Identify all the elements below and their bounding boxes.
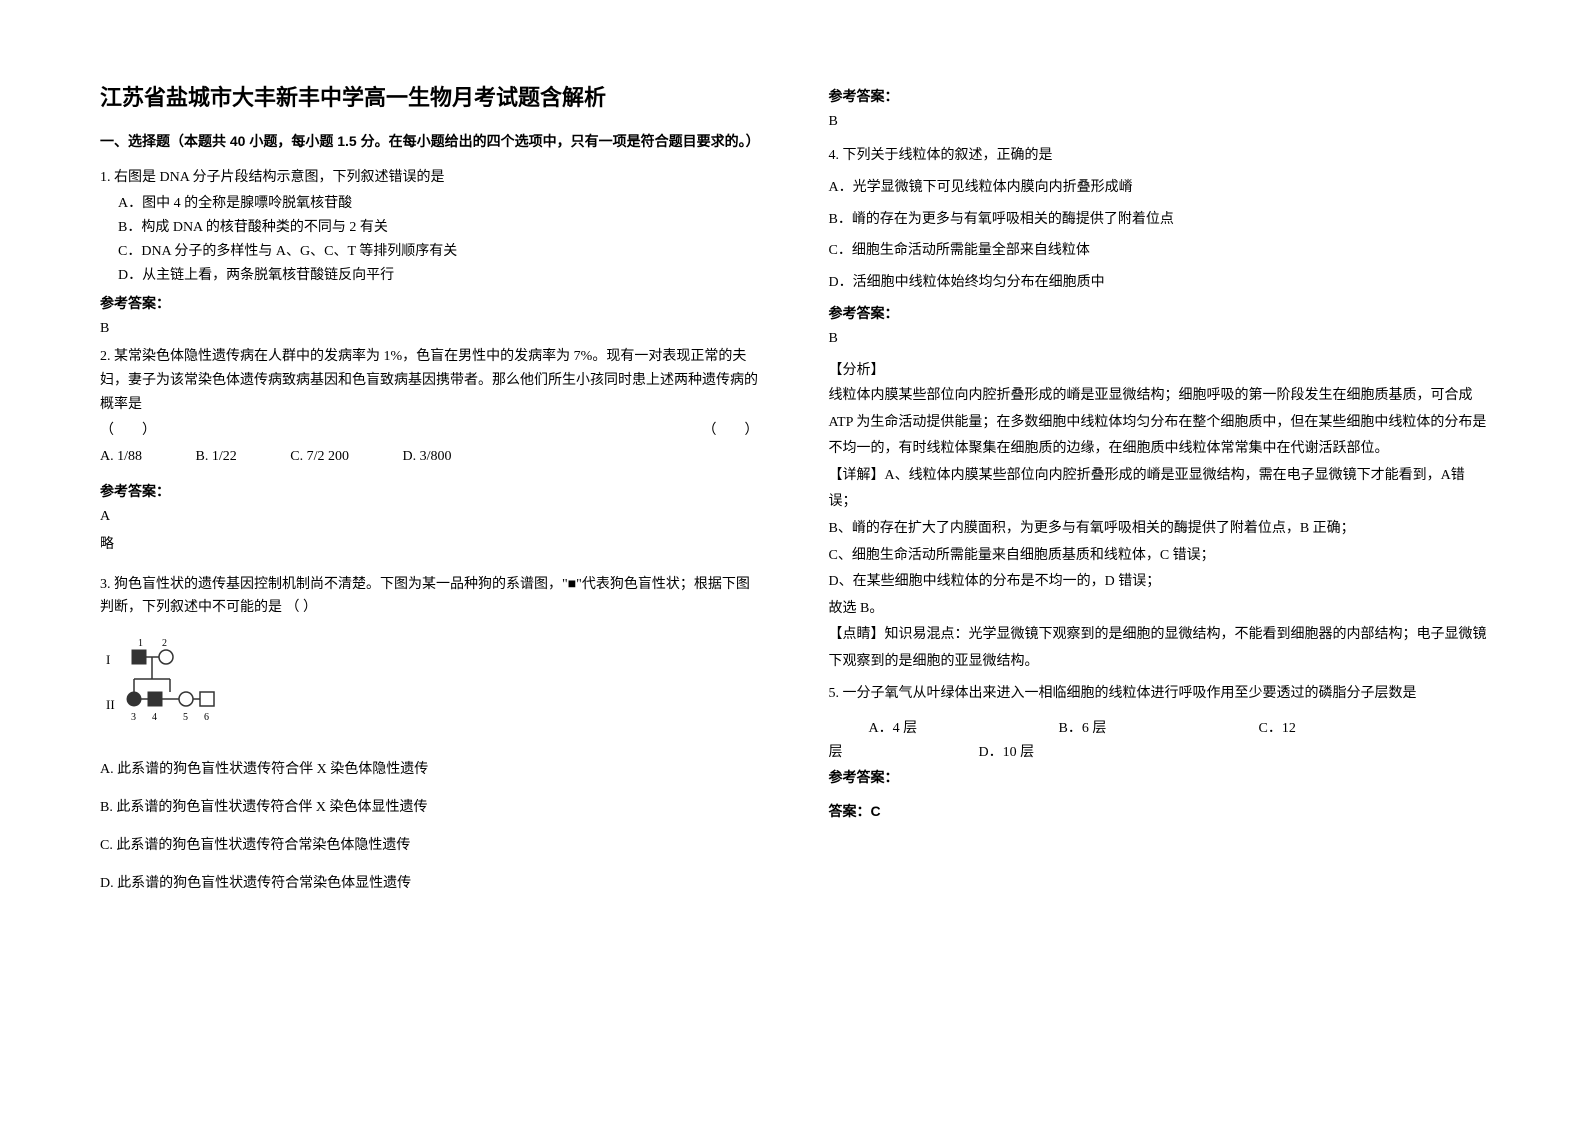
q2-paren-2: （ ） xyxy=(703,419,759,439)
q4-opt-c: C．细胞生命活动所需能量全部来自线粒体 xyxy=(829,239,1488,263)
q3-stem: 3. 狗色盲性状的遗传基因控制机制尚不清楚。下图为某一品种狗的系谱图，"■"代表… xyxy=(100,573,759,621)
q5-row2: 层 D．10 层 xyxy=(829,741,1488,761)
q4-opt-a: A．光学显微镜下可见线粒体内膜向内折叠形成嵴 xyxy=(829,176,1488,200)
q3-opt-a: A. 此系谱的狗色盲性状遗传符合伴 X 染色体隐性遗传 xyxy=(100,758,759,782)
q2-options: A. 1/88 B. 1/22 C. 7/2 200 D. 3/800 xyxy=(100,445,759,469)
q4-fx-label: 【分析】 xyxy=(829,359,1488,379)
ped-num-2: 2 xyxy=(162,638,167,649)
q1-ans-label: 参考答案： xyxy=(100,293,759,313)
q2-opt-c: C. 7/2 200 xyxy=(290,445,349,469)
q1-ans: B xyxy=(100,321,759,337)
q5-stem: 5. 一分子氧气从叶绿体出来进入一相临细胞的线粒体进行呼吸作用至少要透过的磷脂分… xyxy=(829,682,1488,706)
right-column: 参考答案： B 4. 下列关于线粒体的叙述，正确的是 A．光学显微镜下可见线粒体… xyxy=(829,80,1488,1082)
q2-note: 略 xyxy=(100,533,759,553)
q4-fx: 线粒体内膜某些部位向内腔折叠形成的嵴是亚显微结构；细胞呼吸的第一阶段发生在细胞质… xyxy=(829,383,1488,463)
ped-sq-4 xyxy=(148,692,162,706)
ped-circ-3 xyxy=(127,692,141,706)
ped-num-5: 5 xyxy=(183,712,188,723)
q1-stem: 1. 右图是 DNA 分子片段结构示意图，下列叙述错误的是 xyxy=(100,166,759,190)
q5-opt-a: A．4 层 xyxy=(869,717,1059,737)
q4-sel: 故选 B。 xyxy=(829,596,1488,623)
q3-opt-c: C. 此系谱的狗色盲性状遗传符合常染色体隐性遗传 xyxy=(100,834,759,858)
doc-title: 江苏省盐城市大丰新丰中学高一生物月考试题含解析 xyxy=(100,80,759,112)
ped-circ-2 xyxy=(159,650,173,664)
q4-xj-c: C、细胞生命活动所需能量来自细胞质基质和线粒体，C 错误； xyxy=(829,543,1488,570)
ped-num-3: 3 xyxy=(131,712,136,723)
ped-num-1: 1 xyxy=(138,638,143,649)
q4-opt-b: B．嵴的存在为更多与有氧呼吸相关的酶提供了附着位点 xyxy=(829,208,1488,232)
q2-ans-label: 参考答案： xyxy=(100,481,759,501)
section-1-header: 一、选择题（本题共 40 小题，每小题 1.5 分。在每小题给出的四个选项中，只… xyxy=(100,130,759,152)
q5-ans: 答案：C xyxy=(829,801,1488,821)
q4-xj-d: D、在某些细胞中线粒体的分布是不均一的，D 错误； xyxy=(829,569,1488,596)
q3-ans: B xyxy=(829,114,1488,130)
q3-opt-b: B. 此系谱的狗色盲性状遗传符合伴 X 染色体显性遗传 xyxy=(100,796,759,820)
q1-opt-c: C．DNA 分子的多样性与 A、G、C、T 等排列顺序有关 xyxy=(100,240,759,264)
q1-opt-d: D．从主链上看，两条脱氧核苷酸链反向平行 xyxy=(100,264,759,288)
q4-xj-a: 【详解】A、线粒体内膜某些部位向内腔折叠形成的嵴是亚显微结构，需在电子显微镜下才… xyxy=(829,463,1488,516)
q2-paren-line: （ ） （ ） xyxy=(100,419,759,439)
left-column: 江苏省盐城市大丰新丰中学高一生物月考试题含解析 一、选择题（本题共 40 小题，… xyxy=(100,80,759,1082)
ped-circ-5 xyxy=(179,692,193,706)
q4-stem: 4. 下列关于线粒体的叙述，正确的是 xyxy=(829,144,1488,168)
q2-opt-d: D. 3/800 xyxy=(402,445,451,469)
q5-opt-d: D．10 层 xyxy=(979,741,1035,761)
q5-ans-label: 参考答案： xyxy=(829,767,1488,787)
gen-2-label: II xyxy=(106,697,115,712)
q4-ans: B xyxy=(829,331,1488,347)
ped-num-4: 4 xyxy=(152,712,157,723)
ped-sq-6 xyxy=(200,692,214,706)
q2-stem: 2. 某常染色体隐性遗传病在人群中的发病率为 1%，色盲在男性中的发病率为 7%… xyxy=(100,345,759,416)
q1-opt-b: B．构成 DNA 的核苷酸种类的不同与 2 有关 xyxy=(100,216,759,240)
gen-1-label: I xyxy=(106,652,110,667)
q5-opt-c2: 层 xyxy=(829,741,979,761)
q5-row1: A．4 层 B．6 层 C．12 xyxy=(829,717,1488,737)
q3-ans-label: 参考答案： xyxy=(829,86,1488,106)
q4-tip: 【点睛】知识易混点：光学显微镜下观察到的是细胞的显微结构，不能看到细胞器的内部结… xyxy=(829,622,1488,675)
q3-opt-d: D. 此系谱的狗色盲性状遗传符合常染色体显性遗传 xyxy=(100,872,759,896)
q2-opt-a: A. 1/88 xyxy=(100,445,142,469)
q4-xj-b: B、嵴的存在扩大了内膜面积，为更多与有氧呼吸相关的酶提供了附着位点，B 正确； xyxy=(829,516,1488,543)
q1-opt-a: A．图中 4 的全称是腺嘌呤脱氧核苷酸 xyxy=(100,192,759,216)
q2-ans: A xyxy=(100,509,759,525)
q5-opt-c: C．12 xyxy=(1259,717,1296,737)
q2-opt-b: B. 1/22 xyxy=(196,445,237,469)
q4-opt-d: D．活细胞中线粒体始终均匀分布在细胞质中 xyxy=(829,271,1488,295)
ped-num-6: 6 xyxy=(204,712,209,723)
q4-ans-label: 参考答案： xyxy=(829,303,1488,323)
pedigree-diagram: I II 1 2 3 4 5 6 xyxy=(100,634,240,734)
ped-sq-1 xyxy=(132,650,146,664)
q5-opt-b: B．6 层 xyxy=(1059,717,1259,737)
q2-paren-1: （ ） xyxy=(100,419,156,439)
